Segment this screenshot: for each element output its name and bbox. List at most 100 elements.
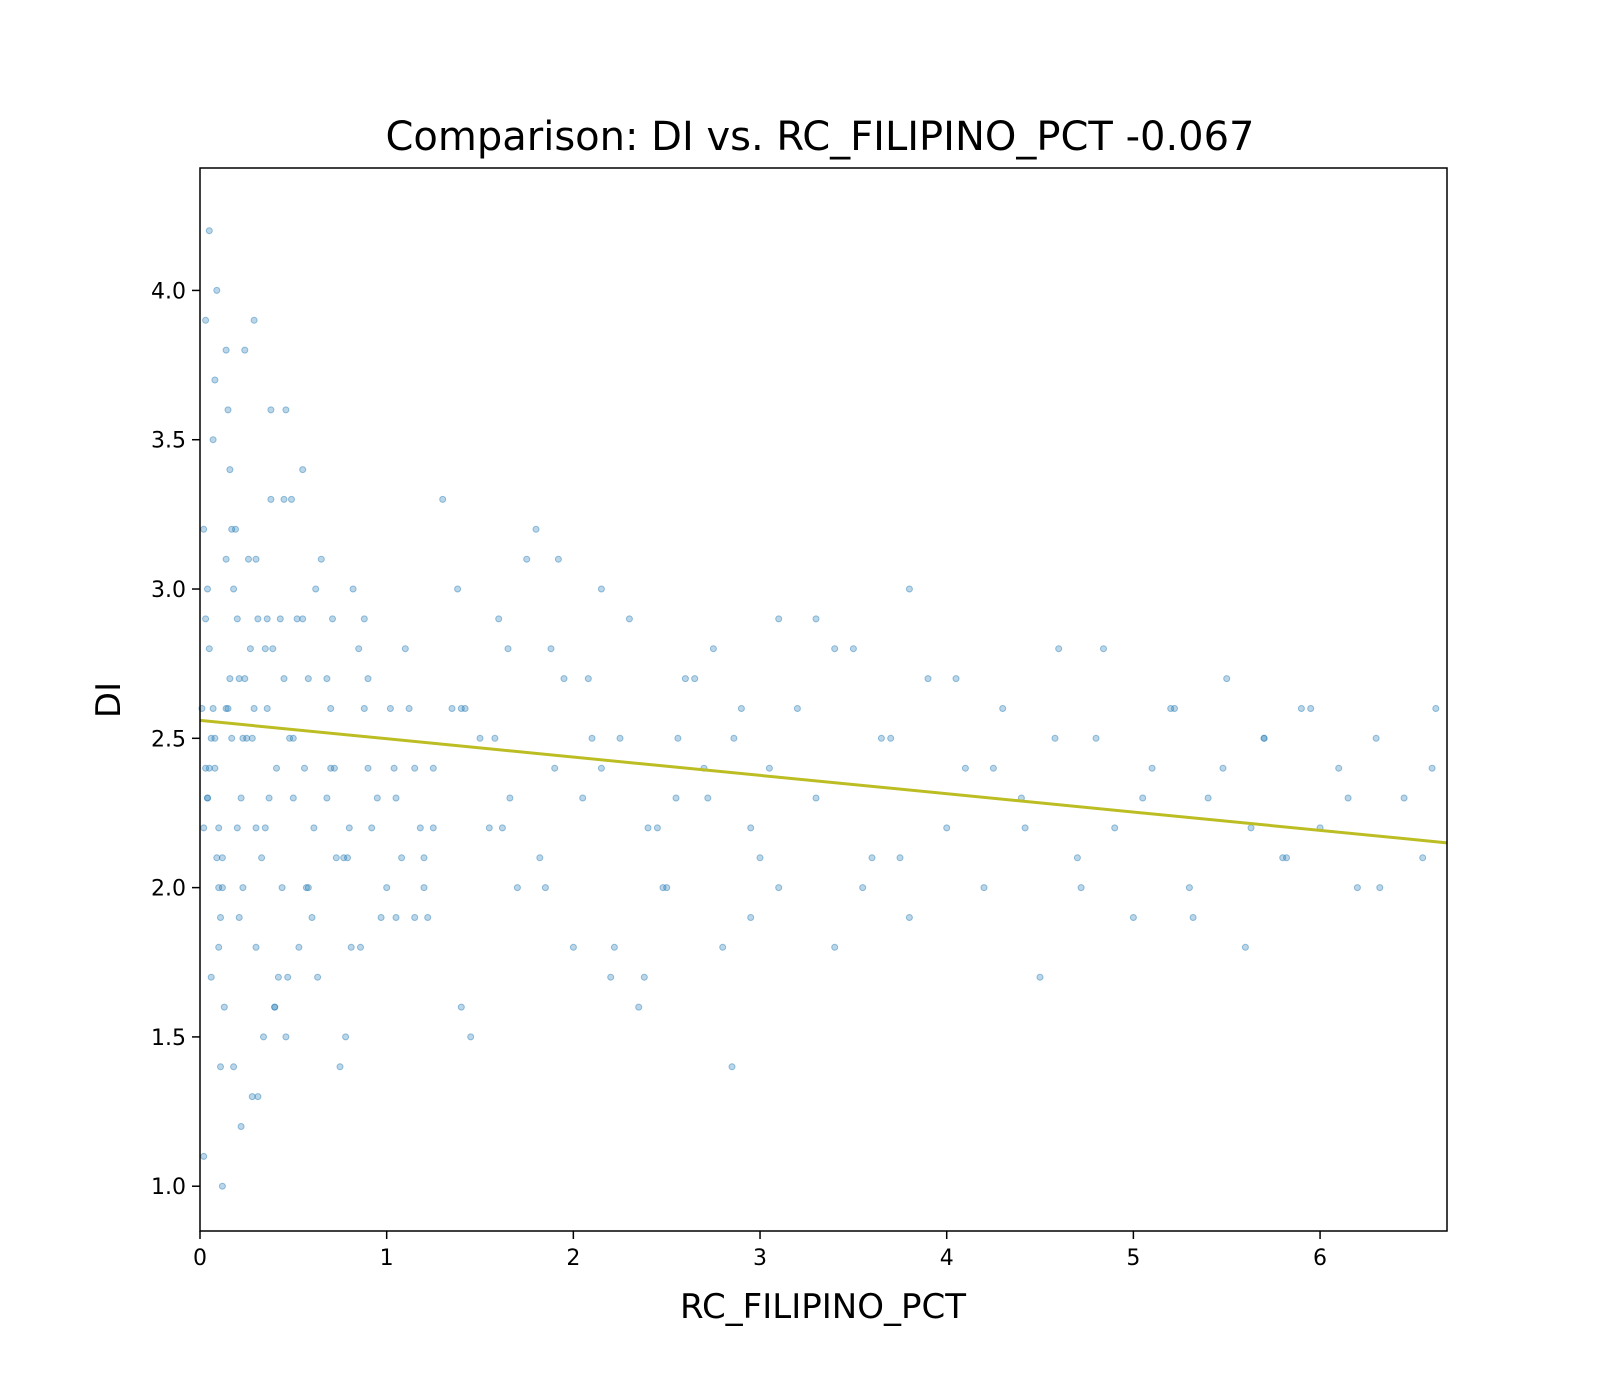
scatter-point [289,794,297,802]
scatter-point [905,914,913,921]
x-axis-label: RC_FILIPINO_PCT [680,1287,966,1327]
scatter-point [263,615,271,623]
scatter-point [211,734,219,742]
scatter-point [659,884,667,892]
scatter-point [248,1093,256,1101]
scatter-point [299,466,307,474]
scatter-point [254,615,262,623]
scatter-point [392,794,400,802]
scatter-point [1283,854,1290,862]
scatter-point [317,555,325,563]
scatter-point [1139,794,1147,802]
scatter-point [373,794,381,802]
scatter-point [411,914,419,921]
scatter-point [202,316,210,324]
scatter-point [250,316,258,324]
scatter-point [461,705,469,712]
scatter-point [204,794,211,802]
scatter-point [1036,973,1044,981]
scatter-point [278,884,286,892]
scatter-point [232,525,239,533]
scatter-point [1055,645,1063,653]
scatter-point [336,1063,344,1071]
scatter-point [424,914,432,921]
scatter-point [342,1033,350,1041]
scatter-point [747,824,755,832]
scatter-point [222,555,230,563]
scatter-point [961,764,969,772]
scatter-point [943,824,951,832]
scatter-point [211,764,219,772]
scatter-point [267,406,275,414]
scatter-point [663,884,671,892]
scatter-point [504,645,512,653]
scatter-point [513,884,521,892]
y-tick-label: 4.0 [151,279,186,304]
scatter-point [364,764,372,772]
scatter-point [209,705,217,712]
scatter-point [226,675,234,683]
scatter-point [635,1003,643,1011]
x-tick-label: 5 [1126,1246,1140,1271]
scatter-point [386,705,394,712]
scatter-point [924,675,932,683]
scatter-point [584,675,592,683]
scatter-point [243,734,251,742]
y-tick-label: 2.5 [151,727,186,752]
scatter-point [1092,734,1100,742]
scatter-point [1432,705,1440,712]
scatter-point [896,854,904,862]
scatter-point [681,675,689,683]
scatter-point [202,764,210,772]
scatter-point [215,884,223,892]
scatter-point [304,675,312,683]
scatter-point [213,286,221,294]
scatter-point [258,854,266,862]
scatter-point [523,555,531,563]
scatter-point [709,645,717,653]
scatter-point [205,764,213,772]
scatter-point [1279,854,1287,862]
scatter-point [1100,645,1107,653]
scatter-point [719,943,727,951]
scatter-point [775,615,783,623]
scatter-point [310,824,318,832]
y-tick-label: 2.0 [151,877,186,902]
scatter-point [289,734,297,742]
scatter-point [276,615,284,623]
scatter-point [263,705,271,712]
scatter-point [302,884,310,892]
scatter-point [457,1003,465,1011]
scatter-point [217,1063,224,1071]
scatter-point [252,555,260,563]
scatter-point [207,734,215,742]
scatter-point [261,824,269,832]
scatter-point [218,1182,226,1190]
scatter-point [1167,705,1175,712]
scatter-point [1129,914,1137,921]
y-axis: 1.0 1.5 2.0 2.5 3.0 3.5 4.0 [151,279,200,1200]
scatter-point [1400,794,1408,802]
scatter-point [215,943,223,951]
scatter-point [999,705,1007,712]
scatter-point [245,555,252,563]
scatter-point [506,794,514,802]
trend-line [199,718,1448,845]
x-tick-label: 4 [940,1246,954,1271]
scatter-point [390,764,398,772]
scatter-point [420,884,428,892]
scatter-point [200,1152,208,1160]
scatter-point [312,585,320,593]
scatter-point [1372,734,1380,742]
scatter-point [267,495,275,503]
scatter-point [357,943,364,951]
scatter-point [547,645,555,653]
scatter-point [1185,884,1193,892]
scatter-point [485,824,493,832]
scatter-point [235,675,243,683]
scatter-point [1204,794,1212,802]
scatter-point [200,525,208,533]
scatter-point [560,675,568,683]
scatter-point [1051,734,1059,742]
